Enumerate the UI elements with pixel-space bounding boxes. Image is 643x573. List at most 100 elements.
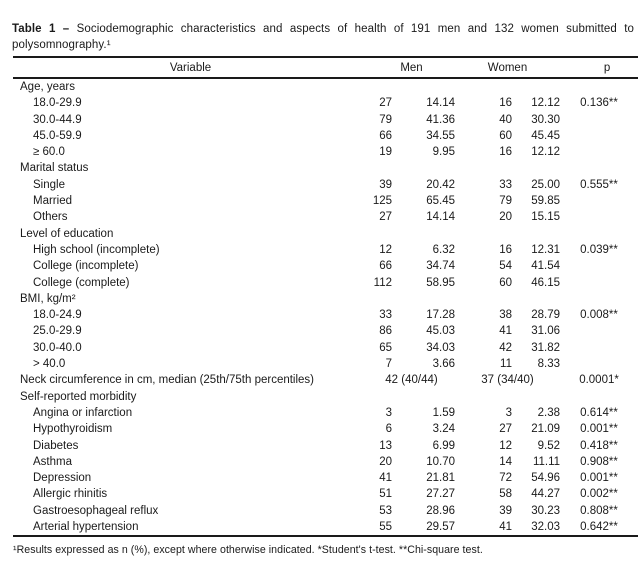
men-n-cell: 41 (379, 472, 392, 485)
variable-cell: 30.0-44.9 (33, 113, 82, 126)
women-n-cell: 60 (499, 129, 512, 142)
men-pct-cell: 6.99 (432, 439, 455, 452)
men-pct-cell: 9.95 (432, 146, 455, 159)
sociodemographic-table: Variable Men Women p Age, years 18.0-29.… (13, 56, 639, 537)
women-pct-cell: 44.27 (531, 488, 561, 501)
women-n-cell: 60 (499, 276, 512, 289)
women-pct-cell: 11.11 (532, 455, 561, 468)
variable-cell: Angina or infarction (33, 406, 133, 419)
men-n-cell: 55 (379, 521, 392, 534)
p-value-cell (560, 128, 638, 144)
men-n-cell: 66 (379, 260, 392, 273)
p-value-cell: 0.642** (580, 521, 618, 534)
table-row: 18.0-24.9 33 17.28 38 28.79 0.008** (13, 307, 638, 323)
men-n-cell: 33 (379, 309, 392, 322)
p-value-cell (560, 112, 638, 128)
women-pct-cell: 8.33 (537, 358, 561, 371)
table-group-row: Marital status (13, 160, 638, 176)
men-n-cell: 7 (385, 358, 392, 371)
variable-cell: 18.0-24.9 (33, 309, 82, 322)
women-n-cell: 27 (499, 423, 512, 436)
group-label-cell: Level of education (20, 227, 114, 240)
p-value-cell: 0.001** (580, 472, 618, 485)
p-value-cell: 0.418** (580, 439, 618, 452)
group-label-cell: Marital status (20, 162, 89, 175)
variable-cell: Depression (33, 472, 92, 485)
table-row: 18.0-29.9 27 14.14 16 12.12 0.136** (13, 95, 638, 111)
women-pct-cell: 12.12 (531, 97, 561, 110)
col-header-women: Women (487, 61, 528, 74)
variable-cell: College (incomplete) (33, 260, 139, 273)
table-row: 25.0-29.9 86 45.03 41 31.06 (13, 323, 638, 339)
women-pct-cell: 15.15 (531, 211, 561, 224)
women-pct-cell: 21.09 (531, 423, 561, 436)
women-n-cell: 58 (499, 488, 512, 501)
table-footnote: ¹Results expressed as n (%), except wher… (13, 544, 483, 557)
women-n-cell: 42 (499, 341, 512, 354)
p-value-cell: 0.0001* (579, 374, 619, 387)
p-value-cell (560, 144, 638, 160)
women-combined-cell: 37 (34/40) (481, 374, 534, 387)
variable-cell: 45.0-59.9 (33, 129, 82, 142)
women-n-cell: 12 (499, 439, 512, 452)
men-n-cell: 86 (379, 325, 392, 338)
table-caption-text: Sociodemographic characteristics and asp… (12, 23, 635, 51)
table-row: Arterial hypertension 55 29.57 41 32.03 … (13, 519, 638, 536)
women-pct-cell: 46.15 (531, 276, 561, 289)
variable-cell: Arterial hypertension (33, 521, 139, 534)
group-label-cell: Self-reported morbidity (20, 390, 137, 403)
table-row: 30.0-44.9 79 41.36 40 30.30 (13, 112, 638, 128)
table-group-row: BMI, kg/m² (13, 291, 638, 307)
variable-cell: Others (33, 211, 68, 224)
men-pct-cell: 20.42 (426, 178, 455, 191)
p-value-cell: 0.555** (580, 178, 618, 191)
variable-cell: 30.0-40.0 (33, 341, 82, 354)
col-header-men: Men (400, 61, 423, 74)
variable-cell: Asthma (33, 455, 72, 468)
men-n-cell: 53 (379, 504, 392, 517)
women-pct-cell: 41.54 (531, 260, 561, 273)
table-row: Asthma 20 10.70 14 11.11 0.908** (13, 454, 638, 470)
women-n-cell: 33 (499, 178, 512, 191)
women-n-cell: 16 (499, 146, 512, 159)
women-pct-cell: 31.82 (531, 341, 561, 354)
women-pct-cell: 9.52 (537, 439, 561, 452)
variable-cell: 25.0-29.9 (33, 325, 82, 338)
men-pct-cell: 14.14 (426, 211, 455, 224)
table-row: Married 125 65.45 79 59.85 (13, 193, 638, 209)
women-pct-cell: 30.30 (531, 113, 561, 126)
men-pct-cell: 65.45 (426, 195, 455, 208)
p-value-cell (560, 356, 638, 372)
women-pct-cell: 30.23 (531, 504, 561, 517)
women-pct-cell: 32.03 (531, 521, 561, 534)
men-n-cell: 125 (372, 195, 392, 208)
women-n-cell: 38 (499, 309, 512, 322)
p-value-cell: 0.808** (580, 504, 618, 517)
men-pct-cell: 3.66 (432, 358, 455, 371)
table-row: Hypothyroidism 6 3.24 27 21.09 0.001** (13, 421, 638, 437)
table-row: 45.0-59.9 66 34.55 60 45.45 (13, 128, 638, 144)
variable-cell: Hypothyroidism (33, 423, 113, 436)
men-n-cell: 51 (379, 488, 392, 501)
p-value-cell: 0.614** (580, 406, 618, 419)
variable-cell: Diabetes (33, 439, 79, 452)
table-row: High school (incomplete) 12 6.32 16 12.3… (13, 242, 638, 258)
table-row: ≥ 60.0 19 9.95 16 12.12 (13, 144, 638, 160)
col-header-variable: Variable (169, 61, 212, 74)
men-combined-cell: 42 (40/44) (385, 374, 438, 387)
men-n-cell: 65 (379, 341, 392, 354)
p-value-cell: 0.136** (580, 97, 618, 110)
women-pct-cell: 12.12 (531, 146, 561, 159)
table-row: Angina or infarction 3 1.59 3 2.38 0.614… (13, 405, 638, 421)
variable-cell: Neck circumference in cm, median (25th/7… (20, 374, 315, 387)
men-pct-cell: 14.14 (426, 97, 455, 110)
women-n-cell: 14 (499, 455, 512, 468)
men-pct-cell: 1.59 (432, 406, 455, 419)
men-n-cell: 19 (379, 146, 392, 159)
col-header-p: p (603, 61, 611, 74)
men-n-cell: 6 (385, 423, 392, 436)
women-n-cell: 11 (500, 358, 512, 371)
women-n-cell: 3 (505, 406, 512, 419)
variable-cell: College (complete) (33, 276, 130, 289)
table-body: Age, years 18.0-29.9 27 14.14 16 12.12 0… (13, 78, 639, 537)
